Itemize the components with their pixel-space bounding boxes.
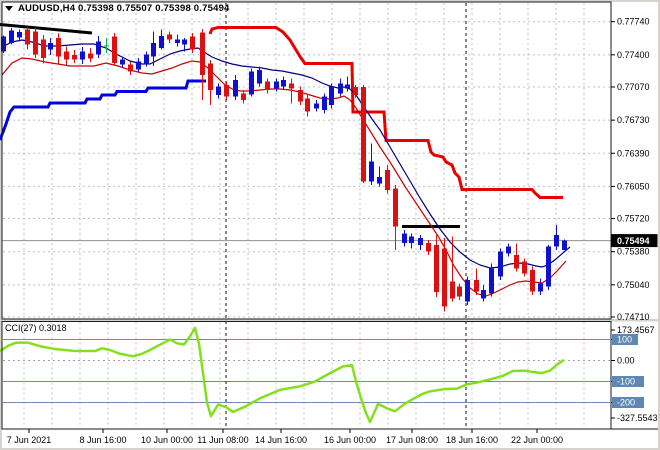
svg-text:10 Jun 00:00: 10 Jun 00:00	[141, 435, 193, 445]
cci-indicator-label: CCI(27) 0.3018	[5, 323, 67, 333]
symbol-dropdown-icon[interactable]	[5, 5, 13, 11]
current-price-label	[611, 234, 658, 248]
ma-fast-line	[1, 39, 571, 269]
svg-text:18 Jun 16:00: 18 Jun 16:00	[446, 435, 498, 445]
time-axis[interactable]: 7 Jun 2021 8 Jun 16:00 10 Jun 00:00 11 Jun …	[7, 429, 563, 445]
svg-text:0.75494: 0.75494	[617, 236, 650, 246]
cci-line	[0, 326, 565, 424]
svg-text:8 Jun 16:00: 8 Jun 16:00	[79, 435, 126, 445]
svg-text:7 Jun 2021: 7 Jun 2021	[7, 435, 52, 445]
svg-text:11 Jun 08:00: 11 Jun 08:00	[197, 435, 248, 445]
trail-stop-up-line	[0, 79, 206, 141]
svg-text:173.4567: 173.4567	[617, 325, 655, 335]
svg-text:-200: -200	[617, 398, 635, 408]
svg-text:22 Jun 00:00: 22 Jun 00:00	[511, 435, 563, 445]
trail-stop-down-line	[208, 26, 563, 199]
svg-text:0.76730: 0.76730	[617, 115, 650, 125]
svg-text:0.00: 0.00	[617, 356, 635, 366]
svg-text:-327.5543: -327.5543	[617, 413, 658, 423]
svg-text:16 Jun 00:00: 16 Jun 00:00	[324, 435, 376, 445]
svg-text:0.74710: 0.74710	[617, 312, 650, 322]
price-axis[interactable]: 0.77740 0.77400 0.77070 0.76730 0.76390 0.760…	[611, 17, 658, 322]
svg-text:0.76050: 0.76050	[617, 181, 650, 191]
svg-text:17 Jun 08:00: 17 Jun 08:00	[386, 435, 438, 445]
svg-text:-100: -100	[617, 377, 635, 387]
svg-text:14 Jun 16:00: 14 Jun 16:00	[255, 435, 307, 445]
svg-text:0.75720: 0.75720	[617, 214, 650, 224]
svg-text:0.77400: 0.77400	[617, 50, 650, 60]
svg-text:0.76390: 0.76390	[617, 148, 650, 158]
svg-text:0.75040: 0.75040	[617, 280, 650, 290]
panel-borders	[1, 1, 658, 430]
svg-text:0.77740: 0.77740	[617, 17, 650, 27]
svg-text:0.77070: 0.77070	[617, 82, 650, 92]
symbol-ohlc-title: AUDUSD,H4 0.75398 0.75507 0.75398 0.7549…	[18, 2, 230, 14]
cci-level-lines	[3, 339, 610, 403]
svg-text:0.75380: 0.75380	[617, 247, 650, 257]
chart-title: AUDUSD,H4 0.75398 0.75507 0.75398 0.7549…	[5, 2, 230, 14]
svg-text:100: 100	[617, 335, 632, 345]
week-separators	[225, 3, 467, 428]
candlesticks	[1, 27, 567, 312]
